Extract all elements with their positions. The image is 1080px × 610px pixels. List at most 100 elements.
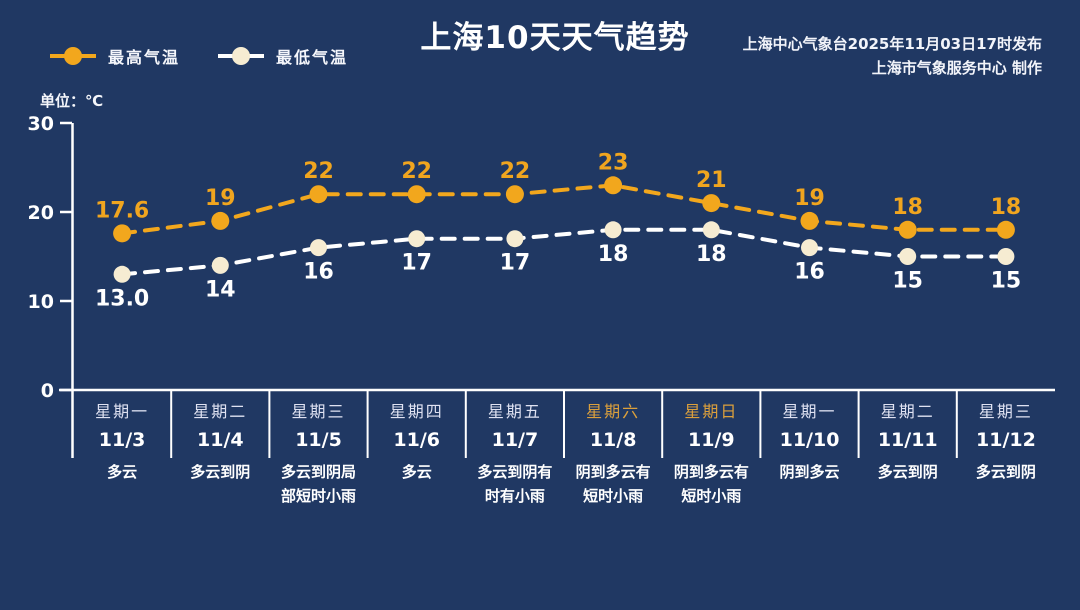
- weather-description: 多云: [107, 463, 138, 481]
- unit-label: 单位：℃: [40, 92, 104, 110]
- low-temp-point: [310, 239, 327, 257]
- low-temp-line: [120, 227, 1008, 277]
- low-temp-point: [899, 248, 917, 265]
- high-temp-value-label: 22: [401, 159, 432, 184]
- day-column: 星期三 11/12 多云到阴: [957, 402, 1055, 508]
- high-temp-point: [407, 185, 426, 204]
- low-temp-point: [801, 239, 818, 257]
- y-tick-label: 30: [28, 113, 54, 135]
- weather-description: 多云到阴: [975, 463, 1036, 481]
- y-tick-label: 10: [28, 291, 54, 313]
- date-label: 11/8: [589, 429, 637, 451]
- page-title: 上海10天天气趋势: [420, 20, 690, 56]
- date-label: 11/3: [98, 429, 146, 451]
- low-temp-value-label: 18: [598, 242, 629, 267]
- low-temp-point: [506, 230, 524, 248]
- high-temp-value-label: 21: [696, 168, 727, 193]
- weather-description: 阴到多云有短时小雨: [575, 463, 651, 505]
- day-column: 星期三 11/5 多云到阴局部短时小雨: [269, 402, 367, 508]
- date-label: 11/5: [295, 429, 342, 451]
- date-label: 11/11: [877, 429, 938, 451]
- weekday-label: 星期一: [782, 402, 837, 421]
- high-temp-point: [309, 185, 328, 204]
- low-temp-value-label: 16: [303, 260, 334, 285]
- low-temp-point: [211, 256, 229, 274]
- day-forecast-row: 星期一 11/3 多云 星期二 11/4 多云到阴 星期三 11/5 多云到阴局部短时小雨 星期四…: [73, 402, 1055, 508]
- source-producer: 上海市气象服务中心 制作: [871, 59, 1042, 77]
- day-column: 星期五 11/7 多云到阴有时有小雨: [466, 402, 564, 508]
- y-tick-label: 0: [41, 380, 54, 402]
- legend-item-low-temp: 最低气温: [218, 44, 348, 68]
- day-column: 星期日 11/9 阴到多云有短时小雨: [662, 402, 760, 508]
- source-publisher: 上海中心气象台2025年11月03日17时发布: [742, 35, 1042, 53]
- weekday-label: 星期三: [978, 402, 1033, 421]
- date-label: 11/7: [491, 429, 539, 451]
- weather-description: 多云到阴局部短时小雨: [281, 463, 357, 505]
- weekday-label: 星期五: [487, 402, 542, 421]
- weekday-label: 星期六: [586, 402, 641, 421]
- high-temp-value-label: 19: [794, 186, 825, 211]
- day-column: 星期二 11/4 多云到阴: [171, 402, 269, 508]
- high-temp-point: [211, 211, 230, 230]
- weekday-label: 星期四: [389, 402, 444, 421]
- low-temp-value-label: 15: [991, 269, 1022, 294]
- high-temp-value-label: 18: [892, 195, 923, 220]
- low-temp-value-label: 13.0: [95, 286, 149, 311]
- high-temp-value-label: 17.6: [95, 198, 149, 223]
- low-temp-value-label: 17: [401, 251, 432, 276]
- low-temp-value-label: 16: [794, 260, 825, 285]
- date-label: 11/4: [197, 429, 244, 451]
- chart-legend: 最高气温 最低气温: [50, 44, 348, 68]
- low-temp-point: [997, 248, 1015, 265]
- low-temp-point: [408, 230, 426, 248]
- high-temp-point: [898, 220, 917, 239]
- low-temp-value-label: 17: [500, 251, 531, 276]
- weather-description: 多云到阴: [877, 463, 938, 481]
- high-temp-value-label: 23: [598, 150, 629, 175]
- weekday-label: 星期一: [95, 402, 150, 421]
- day-column: 星期一 11/3 多云: [73, 402, 171, 508]
- low-temp-value-label: 14: [205, 277, 236, 302]
- high-temp-point: [702, 194, 721, 213]
- weekday-label: 星期二: [880, 402, 935, 421]
- high-temp-point: [800, 211, 819, 230]
- weather-description: 多云: [401, 463, 432, 481]
- weekday-label: 星期二: [193, 402, 248, 421]
- weather-description: 阴到多云有短时小雨: [673, 463, 749, 505]
- date-label: 11/9: [688, 429, 735, 451]
- source-info: 上海中心气象台2025年11月03日17时发布 上海市气象服务中心 制作: [743, 32, 1042, 80]
- high-temp-point: [996, 220, 1015, 239]
- weekday-label: 星期日: [684, 402, 739, 421]
- date-label: 11/12: [976, 429, 1036, 451]
- y-tick-label: 20: [28, 202, 54, 224]
- date-label: 11/10: [779, 429, 840, 451]
- weekday-label: 星期三: [291, 402, 346, 421]
- high-temp-value-label: 22: [303, 159, 334, 184]
- high-temp-point: [113, 224, 132, 243]
- high-temp-point: [505, 185, 524, 204]
- weather-description: 阴到多云: [779, 463, 840, 481]
- high-temp-line: [120, 183, 1008, 236]
- high-temp-value-label: 19: [205, 186, 236, 211]
- high-temp-value-label: 22: [500, 159, 531, 184]
- day-column: 星期二 11/11 多云到阴: [859, 402, 957, 508]
- legend-label: 最高气温: [108, 48, 181, 67]
- legend-line-marker-icon: [50, 47, 96, 65]
- legend-item-high-temp: 最高气温: [50, 44, 180, 68]
- low-temp-value-label: 18: [696, 242, 727, 267]
- day-column: 星期六 11/8 阴到多云有短时小雨: [564, 402, 662, 508]
- legend-line-marker-icon: [218, 47, 265, 65]
- low-temp-point: [113, 265, 131, 283]
- day-column: 星期一 11/10 阴到多云: [760, 402, 858, 508]
- high-temp-value-label: 18: [991, 195, 1022, 220]
- legend-label: 最低气温: [276, 48, 349, 67]
- low-temp-point: [702, 221, 720, 239]
- high-temp-point: [604, 176, 623, 195]
- day-column: 星期四 11/6 多云: [368, 402, 466, 508]
- low-temp-value-label: 15: [892, 269, 923, 294]
- date-label: 11/6: [393, 429, 441, 451]
- low-temp-point: [604, 221, 622, 239]
- weather-description: 多云到阴: [190, 463, 251, 481]
